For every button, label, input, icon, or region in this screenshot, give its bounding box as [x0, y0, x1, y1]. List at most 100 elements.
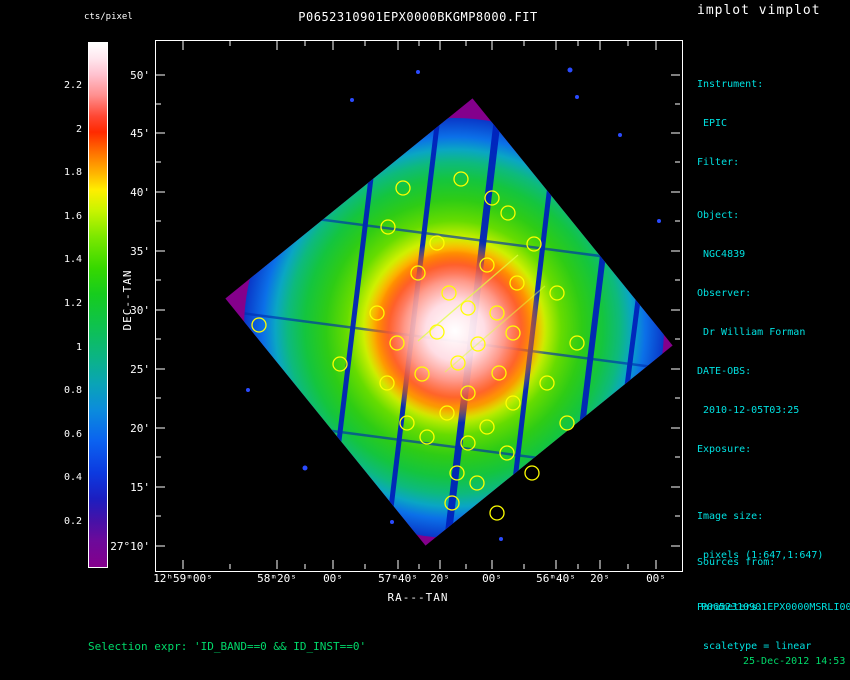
colorbar-tick-label: 0.2: [63, 516, 82, 527]
source-circle: [539, 375, 555, 391]
source-circle: [395, 180, 411, 196]
y-tick-label: 30': [130, 304, 150, 317]
source-circle: [399, 415, 415, 431]
source-circle: [505, 325, 521, 341]
colorbar-unit-label: cts/pixel: [84, 12, 133, 22]
colorbar-tick-label: 1.2: [63, 298, 82, 309]
source-circle: [479, 419, 495, 435]
source-circle: [379, 375, 395, 391]
source-circle: [369, 305, 385, 321]
source-circle: [509, 275, 525, 291]
date-obs-value: 2010-12-05T03:25: [703, 405, 800, 416]
y-tick-label: 45': [130, 127, 150, 140]
source-circle: [499, 445, 515, 461]
source-circle: [419, 429, 435, 445]
observer-label: Observer:: [697, 288, 752, 299]
source-circle: [549, 285, 565, 301]
source-overlay: [251, 171, 585, 521]
image-size-label: Image size:: [697, 511, 764, 522]
y-tick-label: 27°10': [110, 540, 150, 553]
source-circle: [460, 385, 476, 401]
axis-ticks: [156, 41, 680, 569]
observer-value: Dr William Forman: [703, 327, 806, 338]
colorbar-tick-label: 1: [75, 342, 82, 353]
source-circle: [332, 356, 348, 372]
source-circle: [389, 335, 405, 351]
image-size-value: pixels (1:647,1:647): [703, 550, 824, 561]
object-label: Object:: [697, 210, 740, 221]
filter-label: Filter:: [697, 157, 740, 168]
source-circle: [469, 475, 485, 491]
source-circle: [524, 465, 540, 481]
source-circle: [429, 324, 445, 340]
source-circle: [449, 465, 465, 481]
sources-from-block: Sources from: P0652310901EPX0000MSRLI000…: [697, 525, 850, 645]
y-tick-label: 15': [130, 481, 150, 494]
x-tick-label: 57ᵐ40ˢ: [378, 572, 418, 585]
plot-title: P0652310901EPX0000BKGMP8000.FIT: [298, 10, 538, 24]
y-axis-title: DEC--TAN: [121, 269, 134, 331]
source-circle: [439, 405, 455, 421]
sources-from-value: P0652310901EPX0000MSRLI0000.F: [701, 602, 850, 613]
source-circle: [505, 395, 521, 411]
source-circle: [500, 205, 516, 221]
instrument-label: Instrument:: [697, 79, 764, 90]
colorbar-tick-label: 2: [75, 124, 82, 135]
x-axis-title: RA---TAN: [387, 591, 449, 604]
info-panel: Instrument: EPIC Filter: Object: NGC4839…: [697, 52, 823, 680]
source-circle: [414, 366, 430, 382]
colorbar-tick-label: 0.8: [63, 385, 82, 396]
source-circle: [380, 219, 396, 235]
x-tick-label: 20ˢ: [590, 572, 610, 585]
source-circle: [441, 285, 457, 301]
source-circle: [410, 265, 426, 281]
colorbar-tick-label: 1.6: [63, 211, 82, 222]
colorbar: [88, 42, 108, 568]
source-circle: [251, 317, 267, 333]
source-circle: [491, 365, 507, 381]
x-tick-label: 00ˢ: [323, 572, 343, 585]
sky-image: [156, 41, 680, 569]
colorbar-tick-label: 0.6: [63, 429, 82, 440]
y-tick-label: 35': [130, 245, 150, 258]
source-circle: [479, 257, 495, 273]
colorbar-tick-label: 1.8: [63, 167, 82, 178]
y-tick-label: 20': [130, 422, 150, 435]
x-tick-label: 20ˢ: [430, 572, 450, 585]
instrument-value: EPIC: [703, 118, 728, 129]
x-tick-label: 58ᵐ20ˢ: [257, 572, 297, 585]
parameters-label: Parameters:: [697, 602, 764, 613]
source-circle: [526, 236, 542, 252]
colorbar-tick-label: 0.4: [63, 472, 82, 483]
parameter-line: scaletype = linear: [703, 641, 812, 652]
source-circle: [489, 505, 505, 521]
y-tick-label: 50': [130, 69, 150, 82]
plot-area: [155, 40, 683, 572]
source-circle: [450, 355, 466, 371]
source-circle: [569, 335, 585, 351]
x-tick-label: 56ᵐ40ˢ: [536, 572, 576, 585]
core-glow: [363, 239, 547, 423]
source-circle: [460, 435, 476, 451]
colorbar-tick-label: 2.2: [63, 80, 82, 91]
sources-from-label: Sources from:: [697, 557, 776, 568]
date-obs-label: DATE-OBS:: [697, 366, 752, 377]
source-circle: [429, 235, 445, 251]
object-value: NGC4839: [703, 249, 746, 260]
source-circle: [484, 190, 500, 206]
exposure-label: Exposure:: [697, 444, 752, 455]
x-tick-label: 12ʰ59ᵐ00ˢ: [153, 572, 213, 585]
background-specks: [246, 67, 661, 541]
y-tick-label: 40': [130, 186, 150, 199]
app-title: implot vimplot: [697, 3, 821, 18]
source-circle: [489, 305, 505, 321]
timestamp: 25-Dec-2012 14:53: [743, 656, 846, 667]
source-circle: [460, 300, 476, 316]
status-block: Selection expr: 'ID_BAND==0 && ID_INST==…: [88, 612, 366, 680]
colorbar-tick-label: 1.4: [63, 254, 82, 265]
source-circle: [444, 495, 460, 511]
selection-expr-text: Selection expr: 'ID_BAND==0 && ID_INST==…: [88, 640, 367, 653]
x-tick-label: 00ˢ: [482, 572, 502, 585]
y-tick-label: 25': [130, 363, 150, 376]
